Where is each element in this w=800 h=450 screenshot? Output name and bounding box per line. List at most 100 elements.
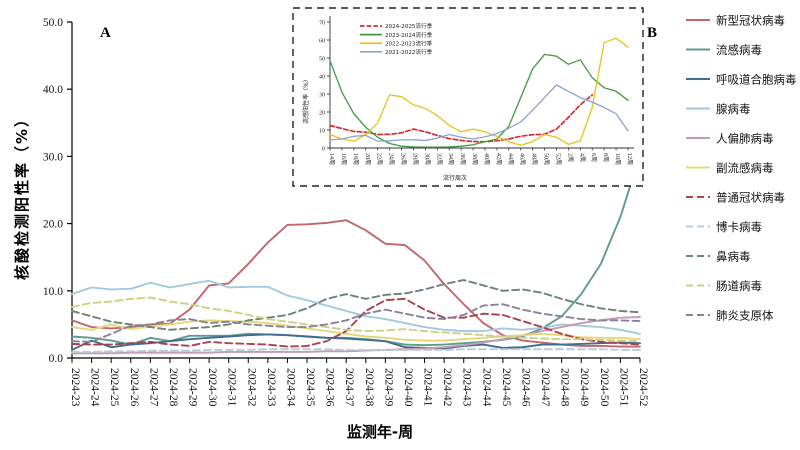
x-tick-label: 2024-48	[559, 368, 571, 407]
x-tick-label: 2024-28	[167, 368, 179, 407]
inset-x-tick-label: 14周	[328, 153, 335, 165]
inset-legend-label[interactable]: 2023-2024流行季	[385, 31, 433, 39]
x-tick-label: 2024-27	[147, 368, 159, 407]
inset-y-tick-label: 30	[319, 92, 325, 98]
x-tick-label: 2024-44	[480, 368, 492, 407]
series-line	[71, 319, 641, 342]
series-line	[71, 348, 641, 353]
inset-panel: 0 10 20 30 40 50 60 70 14周 16周 18周 20周 22周 24周 26周 28周…	[292, 7, 644, 187]
y-tick-label: 40.0	[43, 84, 63, 96]
inset-x-tick-label: 28周	[411, 153, 418, 165]
legend-label[interactable]: 人偏肺病毒	[716, 132, 774, 146]
inset-y-tick-label: 20	[319, 110, 325, 116]
x-tick-label: 2024-39	[382, 368, 394, 407]
inset-x-tick-label: 24周	[388, 153, 395, 165]
legend-label[interactable]: 肺炎支原体	[716, 309, 774, 323]
inset-legend: 2024-2025流行季2023-2024流行季2022-2023流行季2021…	[360, 22, 433, 56]
x-tick-label: 2024-49	[578, 368, 590, 407]
x-tick-label: 2024-46	[519, 368, 531, 407]
inset-y-tick-label: 70	[319, 20, 325, 26]
inset-legend-label[interactable]: 2022-2023流行季	[385, 39, 433, 47]
y-tick-label: 0.0	[49, 353, 64, 365]
inset-x-tick-labels: 14周 16周 18周 20周 22周 24周 26周 28周 30周 32周 34周 36周 38周 4…	[328, 153, 633, 165]
legend-label[interactable]: 普通冠状病毒	[716, 191, 785, 205]
x-tick-label: 2024-51	[617, 368, 629, 407]
inset-y-tick-label: 60	[319, 38, 325, 44]
main-series-lines	[71, 154, 641, 355]
inset-x-tick-label: 6周	[590, 153, 597, 162]
inset-x-tick-label: 52周	[554, 153, 561, 165]
legend-label[interactable]: 新型冠状病毒	[716, 14, 785, 28]
x-tick-label: 2024-36	[324, 368, 336, 407]
inset-y-axis-title: 流感阳性率（%）	[302, 76, 310, 124]
legend-label[interactable]: 博卡病毒	[716, 220, 762, 234]
series-line	[71, 316, 641, 355]
series-line	[71, 279, 641, 331]
x-tick-label: 2024-34	[284, 368, 296, 407]
inset-x-tick-label: 8周	[602, 153, 609, 162]
inset-x-tick-label: 16周	[340, 153, 347, 165]
inset-x-tick-label: 48周	[531, 153, 538, 165]
x-tick-label: 2024-32	[245, 368, 257, 407]
inset-border	[292, 7, 644, 187]
x-tick-label: 2024-24	[89, 368, 101, 407]
x-tick-label: 2024-50	[598, 368, 610, 407]
inset-x-tick-label: 50周	[543, 153, 550, 165]
x-tick-label: 2024-38	[363, 368, 375, 407]
legend-label[interactable]: 流感病毒	[716, 43, 762, 57]
legend-label[interactable]: 鼻病毒	[716, 250, 751, 264]
x-tick-label: 2024-40	[402, 368, 414, 407]
x-tick-label: 2024-35	[304, 368, 316, 407]
inset-x-tick-label: 30周	[423, 153, 430, 165]
series-line	[71, 279, 641, 335]
inset-x-tick-label: 20周	[364, 153, 371, 165]
inset-y-tick-label: 50	[319, 56, 325, 62]
inset-series-lines	[329, 37, 629, 148]
x-tick-label: 2024-43	[461, 368, 473, 407]
x-tick-label: 2024-33	[265, 368, 277, 407]
inset-x-tick-label: 38周	[471, 153, 478, 165]
inset-legend-label[interactable]: 2021-2022流行季	[385, 48, 433, 56]
inset-y-tick-label: 10	[319, 128, 325, 134]
inset-x-tick-label: 26周	[400, 153, 407, 165]
inset-x-tick-label: 22周	[376, 153, 383, 165]
x-tick-label: 2024-26	[128, 368, 140, 407]
series-line	[71, 296, 641, 343]
inset-x-tick-label: 42周	[495, 153, 502, 165]
x-tick-label: 2024-25	[108, 368, 120, 407]
inset-x-tick-label: 36周	[459, 153, 466, 165]
y-tick-label: 10.0	[43, 286, 63, 298]
inset-x-tick-label: 40周	[483, 153, 490, 165]
inset-x-tick-label: 10周	[614, 153, 621, 165]
inset-x-tick-label: 32周	[435, 153, 442, 165]
x-axis-title: 监测年-周	[347, 423, 413, 441]
series-line	[71, 297, 641, 348]
inset-y-tick-label: 0	[322, 146, 325, 152]
y-tick-label: 50.0	[43, 17, 63, 29]
x-tick-label: 2024-29	[187, 368, 199, 407]
inset-x-tick-label: 44周	[507, 153, 514, 165]
main-axes: 0.0 10.0 20.0 30.0 40.0 50.0	[43, 17, 641, 365]
inset-series-line	[329, 84, 629, 142]
inset-y-tick-label: 40	[319, 74, 325, 80]
legend-label[interactable]: 肠道病毒	[716, 279, 762, 293]
inset-axes: 0 10 20 30 40 50 60 70	[319, 16, 634, 152]
y-axis-title: 核酸检测阳性率（%）	[13, 110, 31, 280]
legend-label[interactable]: 腺病毒	[716, 102, 751, 116]
inset-legend-label[interactable]: 2024-2025流行季	[385, 22, 433, 30]
x-tick-labels: 2024-23 2024-24 2024-25 2024-26 2024-27 2024-…	[69, 368, 649, 407]
x-tick-label: 2024-30	[206, 368, 218, 407]
legend-label[interactable]: 副流感病毒	[716, 161, 774, 175]
y-tick-label: 20.0	[43, 219, 63, 231]
inset-x-tick-label: 34周	[447, 153, 454, 165]
inset-x-tick-label: 18周	[352, 153, 359, 165]
inset-x-tick-label: 46周	[519, 153, 526, 165]
legend-label[interactable]: 呼吸道合胞病毒	[716, 73, 797, 87]
x-tick-label: 2024-52	[637, 368, 649, 407]
main-legend: 新型冠状病毒流感病毒呼吸道合胞病毒腺病毒人偏肺病毒副流感病毒普通冠状病毒博卡病毒…	[686, 14, 797, 323]
x-tick-label: 2024-31	[226, 368, 238, 407]
inset-series-line	[329, 53, 629, 148]
inset-x-axis-title: 流行周次	[443, 174, 467, 182]
